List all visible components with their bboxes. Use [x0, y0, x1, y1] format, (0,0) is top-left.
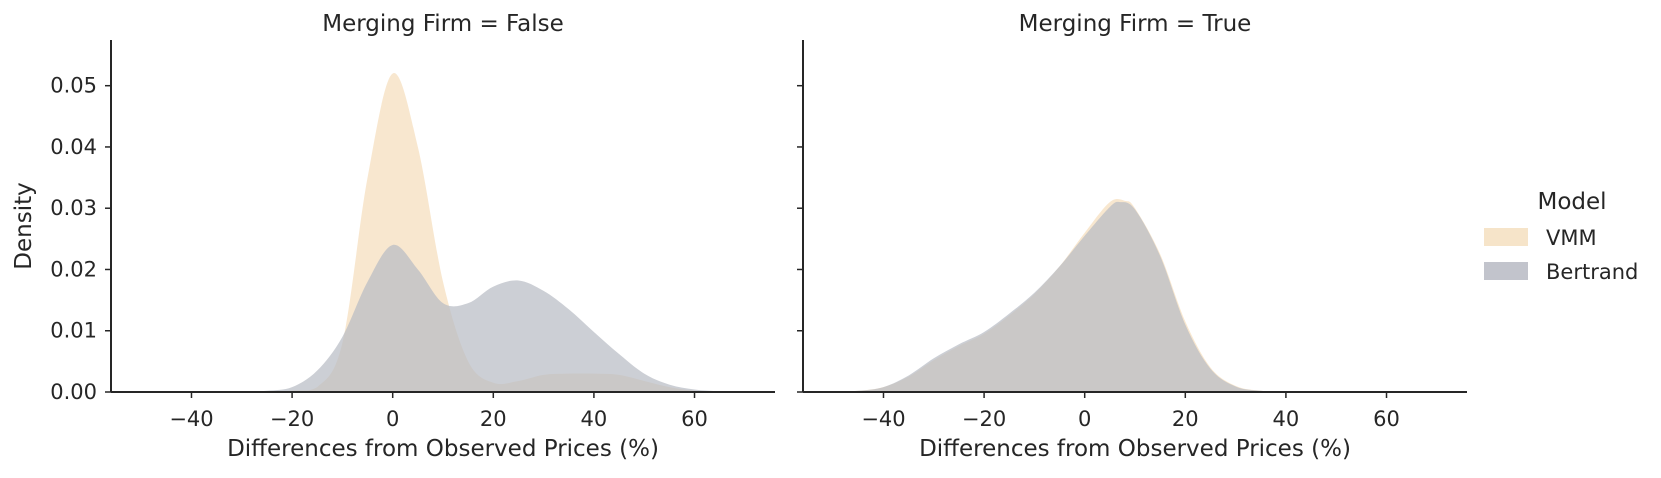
- x-tick-label: 20: [480, 407, 507, 431]
- legend-swatch-bertrand: [1484, 262, 1528, 280]
- y-tick-label: 0.00: [50, 380, 97, 404]
- x-axis-label-panel-2: Differences from Observed Prices (%): [919, 436, 1351, 462]
- x-tick-label: −40: [861, 407, 905, 431]
- x-tick-label: 40: [1273, 407, 1300, 431]
- panel-title-1: Merging Firm = False: [322, 11, 564, 37]
- x-axis-label-panel-1: Differences from Observed Prices (%): [227, 436, 659, 462]
- x-tick-label: 0: [386, 407, 399, 431]
- legend-label-vmm: VMM: [1546, 226, 1597, 250]
- y-tick-label: 0.05: [50, 74, 97, 98]
- y-tick-label: 0.02: [50, 257, 97, 281]
- x-tick-label: −20: [270, 407, 314, 431]
- density-area-bertrand-panel-1: [241, 244, 745, 392]
- legend-label-bertrand: Bertrand: [1546, 260, 1638, 284]
- y-axis-label: Density: [11, 182, 37, 269]
- density-area-bertrand-panel-2: [833, 201, 1286, 392]
- x-tick-label: −40: [169, 407, 213, 431]
- x-tick-label: 20: [1172, 407, 1199, 431]
- x-tick-label: −20: [962, 407, 1006, 431]
- legend-swatch-vmm: [1484, 228, 1528, 246]
- x-tick-label: 40: [581, 407, 608, 431]
- x-tick-label: 60: [681, 407, 708, 431]
- x-tick-label: 60: [1373, 407, 1400, 431]
- y-tick-label: 0.04: [50, 135, 97, 159]
- y-tick-label: 0.01: [50, 319, 97, 343]
- y-tick-label: 0.03: [50, 196, 97, 220]
- panel-title-2: Merging Firm = True: [1019, 11, 1252, 37]
- x-tick-label: 0: [1078, 407, 1091, 431]
- legend-title: Model: [1537, 189, 1606, 215]
